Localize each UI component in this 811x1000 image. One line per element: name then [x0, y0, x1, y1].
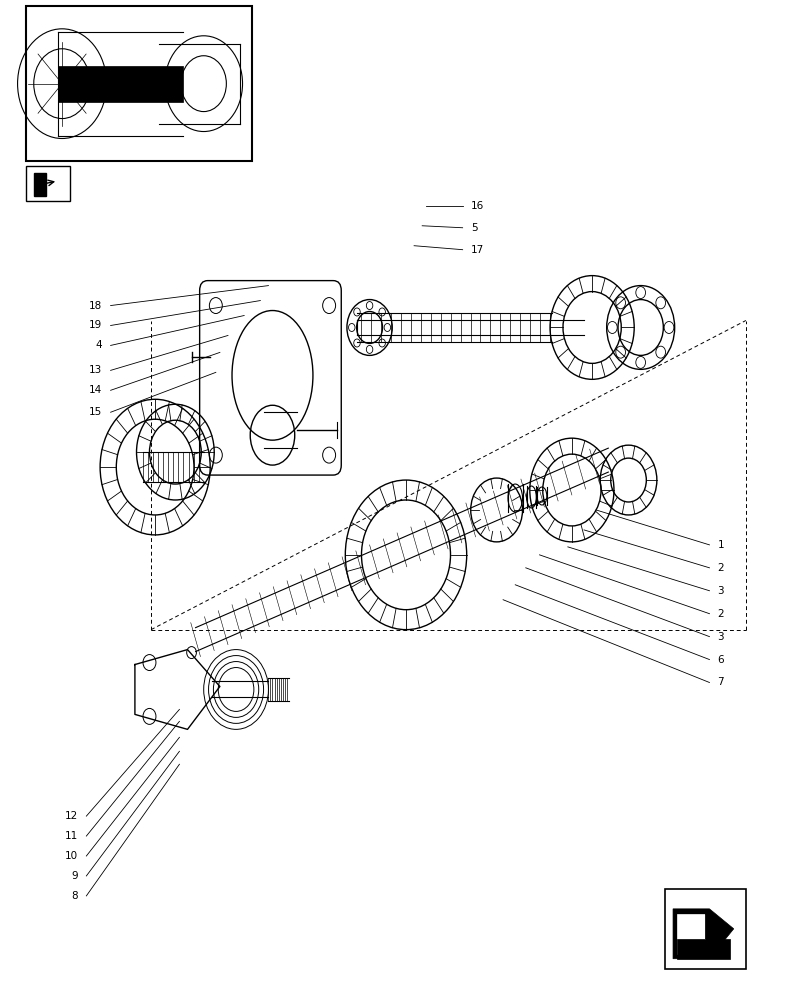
Text: 4: 4 [96, 340, 102, 350]
Bar [26, 6, 252, 161]
Text: 18: 18 [89, 301, 102, 311]
Text: 3: 3 [717, 586, 723, 596]
Text: 8: 8 [71, 891, 78, 901]
Text: 13: 13 [89, 365, 102, 375]
Text: 19: 19 [89, 320, 102, 330]
Text: 3: 3 [717, 632, 723, 642]
Text: 17: 17 [470, 245, 483, 255]
Bar [664, 889, 745, 969]
Text: 6: 6 [717, 655, 723, 665]
Polygon shape [672, 909, 733, 959]
Text: 11: 11 [65, 831, 78, 841]
Polygon shape [34, 173, 46, 196]
Text: 10: 10 [65, 851, 78, 861]
Text: 16: 16 [470, 201, 483, 211]
Bar [58, 66, 183, 102]
Polygon shape [676, 939, 729, 959]
Text: 2: 2 [717, 609, 723, 619]
Polygon shape [676, 914, 705, 954]
Text: 1: 1 [717, 540, 723, 550]
Text: 7: 7 [717, 677, 723, 687]
Text: 14: 14 [89, 385, 102, 395]
Text: 2: 2 [717, 563, 723, 573]
Text: 15: 15 [89, 407, 102, 417]
Text: 5: 5 [470, 223, 477, 233]
Polygon shape [705, 914, 729, 939]
Bar [26, 166, 70, 201]
Text: 9: 9 [71, 871, 78, 881]
Text: 12: 12 [65, 811, 78, 821]
